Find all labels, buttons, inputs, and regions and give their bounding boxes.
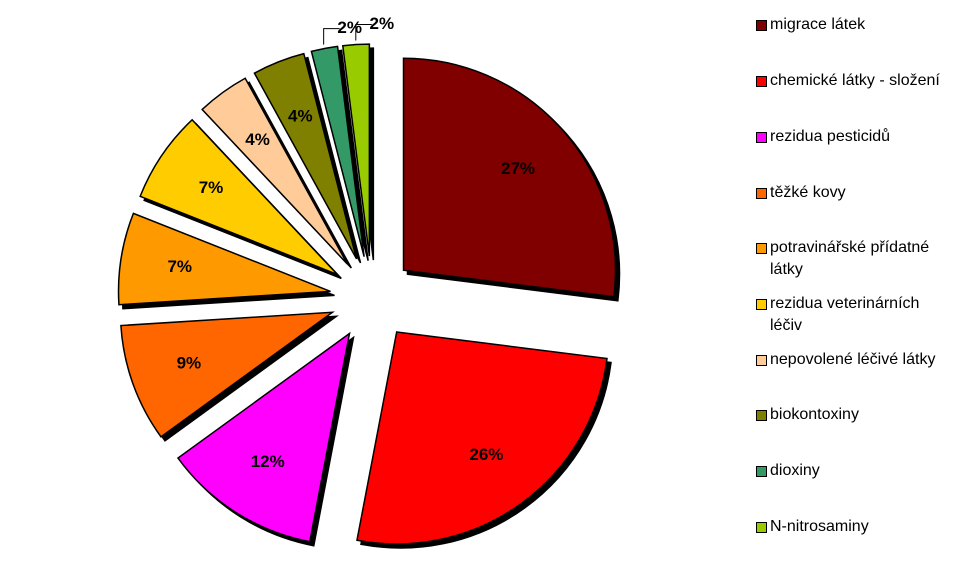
legend-label: chemické látky - složení [770,72,940,89]
legend-swatch [756,410,767,421]
pie-area: 27% 26% 12% 9% 7% 7% 4% 4% 2% 2% [117,14,617,545]
legend-item: nepovolené léčivé látky [756,349,952,371]
pie-slice [310,45,365,257]
data-label: 9% [177,353,202,372]
pie-slice [253,52,358,260]
legend-item: rezidua pesticidů [756,126,952,148]
legend-swatch [756,20,767,31]
legend-swatch [756,299,767,310]
legend-label: N-nitrosaminy [770,518,869,535]
data-label: 2% [370,14,395,33]
legend-label: rezidua veterinárních léčiv [770,295,920,334]
legend-swatch [756,188,767,199]
pie-slice [356,331,608,545]
legend-label: potravinářské přídatné látky [770,239,930,278]
legend-swatch [756,522,767,533]
pie-slice [201,77,348,265]
pie-slice [139,118,338,276]
legend-swatch [756,355,767,366]
legend-label: rezidua pesticidů [770,128,891,145]
legend-label: biokontoxiny [770,406,859,423]
legend-item: rezidua veterinárních léčiv [756,293,952,337]
data-label: 27% [501,159,535,178]
legend-label: těžké kovy [770,184,846,201]
legend-swatch [756,132,767,143]
legend-label: dioxiny [770,462,820,479]
pie-slice [117,212,331,306]
leader-line [355,24,372,41]
leader-line [323,28,340,45]
legend-item: dioxiny [756,460,952,482]
data-label: 7% [167,257,192,276]
data-label: 26% [469,445,503,464]
legend-swatch [756,466,767,477]
data-label: 12% [251,452,285,471]
legend-label: migrace látek [770,16,866,33]
data-label: 4% [288,107,313,126]
pie-slice [402,57,617,298]
legend-label: nepovolené léčivé látky [770,351,936,368]
pie-slice [176,331,351,543]
data-label: 2% [337,18,362,37]
pie-slice [341,43,371,257]
legend-item: N-nitrosaminy [756,516,952,538]
data-label: 4% [245,130,270,149]
pie-slice [120,311,336,438]
legend-swatch [756,76,767,87]
legend-item: biokontoxiny [756,404,952,426]
legend-item: potravinářské přídatné látky [756,237,952,281]
legend-item: těžké kovy [756,182,952,204]
legend-item: migrace látek [756,14,952,36]
legend-swatch [756,243,767,254]
legend-item: chemické látky - složení [756,70,952,92]
data-label: 7% [199,178,224,197]
